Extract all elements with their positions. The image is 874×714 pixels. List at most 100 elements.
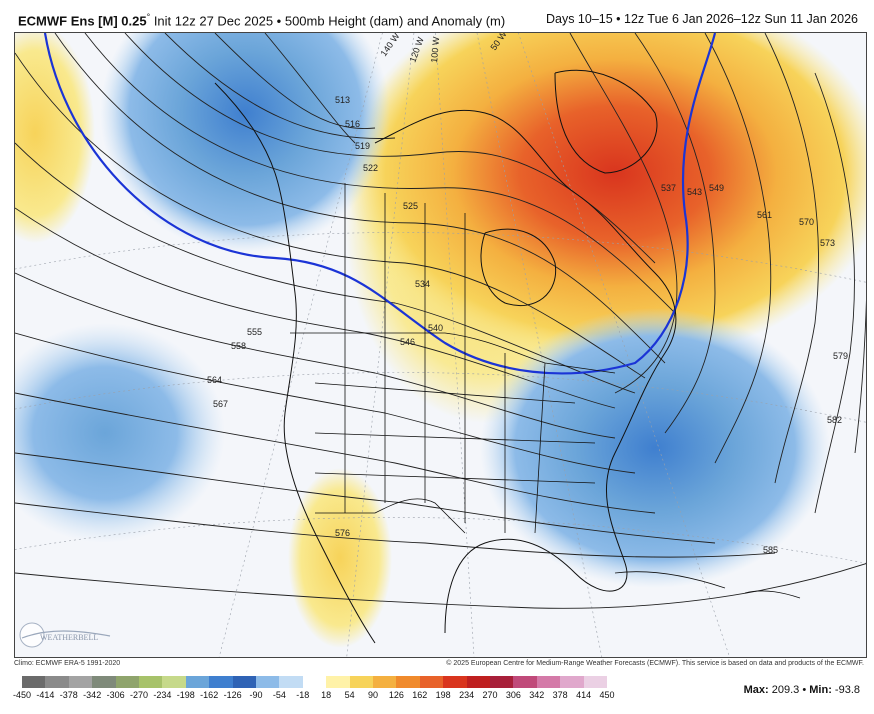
colorbar-segment [162, 676, 187, 688]
colorbar-tick-label: -54 [272, 690, 286, 700]
valid-period: Days 10–15 • 12z Tue 6 Jan 2026–12z Sun … [545, 12, 858, 26]
colorbar-segment [139, 676, 163, 688]
min-label: Min [809, 684, 829, 696]
colorbar-tick-label: -342 [83, 690, 102, 700]
colorbar-tick-label: 234 [459, 690, 475, 700]
max-min-readout: Max: 209.3 • Min: -93.8 [743, 684, 860, 696]
colorbar-tick-label: -198 [176, 690, 195, 700]
contour-line [15, 452, 716, 544]
contour-label: 534 [415, 279, 430, 289]
us-mexico-border [315, 498, 466, 534]
contour-line [569, 33, 678, 394]
colorbar-tick-label: 378 [552, 690, 568, 700]
contour-label: 549 [709, 183, 724, 193]
colorbar-tick-label: 54 [344, 690, 355, 700]
height-contours [15, 33, 866, 609]
colorbar-segment [396, 676, 421, 688]
contour-label: 576 [335, 528, 350, 538]
colorbar-segment [560, 676, 585, 688]
hispaniola [744, 590, 801, 599]
colorbar-tick-label: 270 [482, 690, 498, 700]
graticule-line [15, 372, 866, 423]
contour-labels: 513 516 519 522 525 534 540 546 537 543 … [207, 95, 848, 555]
cuba [614, 571, 726, 589]
contour-label: 582 [827, 415, 842, 425]
graticule-line [218, 33, 383, 657]
graticule-line [346, 33, 415, 657]
negative-anomaly-east [480, 308, 830, 588]
contour-line [814, 72, 855, 514]
colorbar-segment [22, 676, 46, 688]
anomaly-map: 513 516 519 522 525 534 540 546 537 543 … [15, 33, 866, 657]
contour-line [704, 33, 772, 464]
logo-swoosh [21, 630, 111, 639]
contour-line [15, 52, 646, 379]
header: ECMWF Ens [M] 0.25° Init 12z 27 Dec 2025… [0, 0, 874, 32]
contour-label: 561 [757, 210, 772, 220]
contour-label: 540 [428, 323, 443, 333]
contour-label: 543 [687, 187, 702, 197]
coastlines [214, 69, 677, 644]
colorbar-tick-label: -306 [106, 690, 125, 700]
colorbar-segment [209, 676, 234, 688]
contour-label: 567 [213, 399, 228, 409]
us-canada-border [290, 332, 616, 374]
contour-label: 555 [247, 327, 262, 337]
contour-540-highlight [43, 33, 717, 375]
contour-line [15, 142, 636, 394]
chart-title: ECMWF Ens [M] 0.25° Init 12z 27 Dec 2025… [18, 12, 505, 28]
colorbar-tick-label: 162 [412, 690, 428, 700]
colorbar-segment [115, 676, 140, 688]
negative-anomaly-alaska [100, 33, 390, 253]
init-info: Init 12z 27 Dec 2025 • 500mb Height (dam… [153, 13, 506, 29]
contour-label: 516 [345, 119, 360, 129]
colorbar-segment [536, 676, 561, 688]
greenland [554, 69, 658, 174]
colorbar-tick-label: -234 [153, 690, 172, 700]
contour-line [84, 33, 676, 314]
colorbar-segment [45, 676, 70, 688]
hudson-bay [480, 228, 557, 307]
contour-label: 513 [335, 95, 350, 105]
colorbar-tick-label: 126 [388, 690, 404, 700]
positive-anomaly-sw [288, 468, 392, 648]
coastline [214, 82, 376, 644]
contour-label: 537 [661, 183, 676, 193]
contour-line [54, 33, 666, 364]
contour-line [15, 392, 656, 514]
graticule-line [15, 517, 866, 564]
graticule-line [15, 232, 866, 283]
colorbar-segment [443, 676, 468, 688]
meridian-label: 140 W [378, 33, 401, 58]
contour-line [15, 272, 616, 439]
colorbar-segment [92, 676, 117, 688]
colorbar-tick-label: 90 [367, 690, 379, 700]
colorbar-tick-label: -126 [223, 690, 242, 700]
colorbar-segment [326, 676, 351, 688]
contour-label: 579 [833, 351, 848, 361]
colorbar-tick-label: 414 [576, 690, 592, 700]
colorbar-segment [68, 676, 93, 688]
borders [290, 183, 616, 534]
colorbar-segment [373, 676, 397, 688]
colorbar-tick-label: -378 [59, 690, 78, 700]
contour-line [15, 502, 776, 558]
contour-line [15, 563, 866, 609]
negative-anomaly-pacific [15, 323, 225, 543]
weatherbell-logo: WEATHERBELL [18, 618, 114, 652]
colorbar-tick-label: -18 [296, 690, 310, 700]
colorbar-segment [349, 676, 374, 688]
contour-label: 570 [799, 217, 814, 227]
map-panel[interactable]: 513 516 519 522 525 534 540 546 537 543 … [14, 32, 867, 658]
contour-label: 585 [763, 545, 778, 555]
colorbar-tick-label: -270 [129, 690, 149, 700]
contour-label: 525 [403, 201, 418, 211]
colorbar-tick-label: 198 [435, 690, 451, 700]
copyright-note: © 2025 European Centre for Medium-Range … [446, 660, 864, 667]
contour-line [164, 33, 396, 139]
colorbar-segment [256, 676, 280, 688]
max-value: 209.3 [771, 684, 800, 696]
colorbar-tick-label: 450 [599, 690, 615, 700]
contour-line [764, 33, 819, 484]
climo-note: Climo: ECMWF ERA-5 1991-2020 [14, 660, 121, 667]
